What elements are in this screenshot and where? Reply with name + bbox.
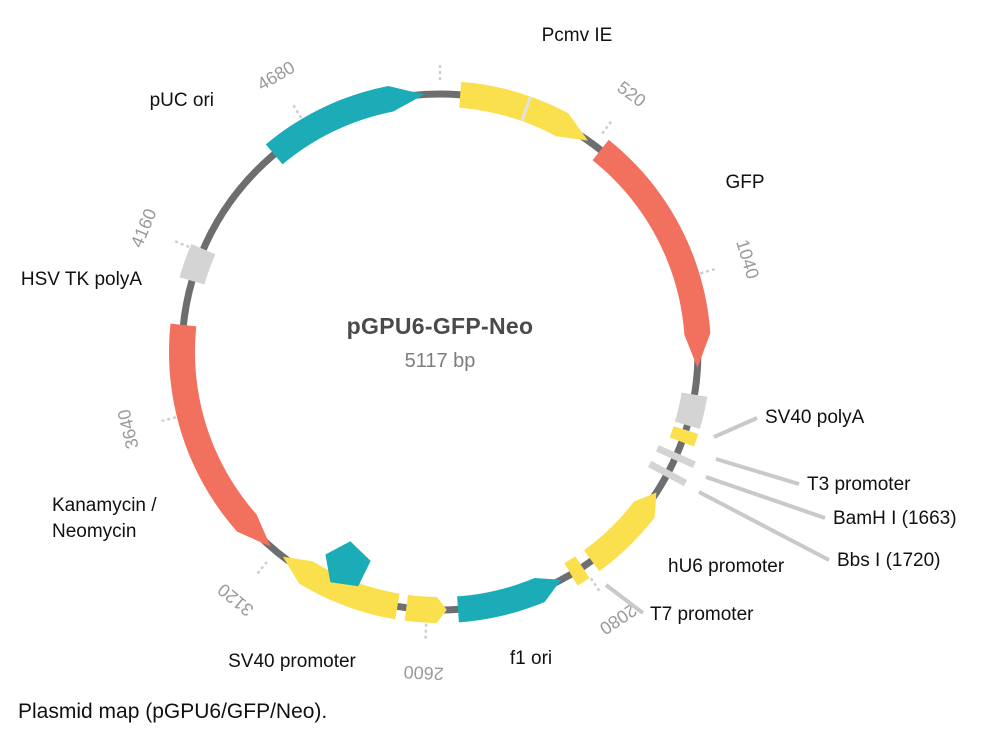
- tick-2600: 2600: [403, 623, 444, 684]
- tick-mark: [173, 239, 190, 249]
- leader-line: [604, 583, 645, 615]
- feature-label-bamh-i-1663: BamH I (1663): [833, 508, 957, 529]
- feature-label-f1-ori: f1 ori: [510, 648, 552, 669]
- feature-shape[interactable]: [179, 243, 216, 285]
- center-text-layer: pGPU6-GFP-Neo 5117 bp: [347, 313, 534, 372]
- tick-mark: [160, 416, 177, 423]
- tick-4160: 4160: [127, 206, 190, 251]
- feature-shape[interactable]: [169, 323, 271, 547]
- tick-mark: [255, 561, 268, 576]
- feature-label-hu6-promoter: hU6 promoter: [668, 556, 785, 577]
- feature-label-puc-ori: pUC ori: [150, 90, 214, 111]
- feature-bbs-i-1720[interactable]: [648, 460, 688, 487]
- feature-shape[interactable]: [459, 81, 588, 141]
- leader-line: [715, 457, 800, 486]
- tick-1040: 1040: [700, 237, 763, 281]
- feature-label-pcmv-ie: Pcmv IE: [542, 25, 613, 46]
- tick-label: 520: [614, 77, 650, 111]
- feature-sv40-promoter[interactable]: [282, 556, 400, 620]
- tick-label: 2600: [403, 662, 444, 684]
- feature-kanamycin-neomycin[interactable]: [169, 323, 271, 547]
- feature-shape[interactable]: [592, 139, 711, 368]
- feature-label-t7-promoter: T7 promoter: [650, 604, 754, 625]
- plasmid-name: pGPU6-GFP-Neo: [347, 313, 534, 339]
- tick-520: 520: [601, 77, 650, 135]
- feature-puc-ori[interactable]: [265, 85, 425, 165]
- feature-label-hsv-tk-polya: HSV TK polyA: [21, 269, 142, 290]
- leader-line: [698, 490, 830, 562]
- tick-label: 4680: [254, 57, 299, 95]
- feature-t7-promoter[interactable]: [564, 556, 590, 586]
- leader-line: [713, 416, 758, 439]
- feature-unnamed-feature[interactable]: [404, 594, 447, 623]
- feature-label-gfp: GFP: [725, 172, 764, 193]
- decoration-layer: [325, 541, 371, 587]
- tick-mark: [700, 267, 717, 275]
- tick-mark: [601, 120, 613, 135]
- tick-mark: [589, 577, 601, 593]
- feature-label-sv40-promoter: SV40 promoter: [228, 651, 356, 672]
- feature-shape[interactable]: [584, 492, 657, 572]
- feature-shape[interactable]: [265, 85, 425, 165]
- feature-gfp[interactable]: [592, 139, 711, 368]
- feature-shape[interactable]: [404, 594, 447, 623]
- restriction-site-mark[interactable]: [655, 445, 696, 468]
- feature-shape[interactable]: [669, 426, 699, 447]
- feature-shape[interactable]: [282, 556, 400, 620]
- feature-hsv-tk-polya[interactable]: [179, 243, 216, 285]
- feature-t3-promoter[interactable]: [669, 426, 699, 447]
- feature-hu6-promoter[interactable]: [584, 492, 657, 572]
- plasmid-size: 5117 bp: [405, 350, 476, 372]
- leader-line-layer: [604, 416, 830, 615]
- feature-label-bbs-i-1720: Bbs I (1720): [837, 550, 941, 571]
- tick-label: 4160: [127, 206, 161, 251]
- feature-label-kanamycin-neomycin: Kanamycin / Neomycin: [52, 495, 157, 542]
- tick-3120: 3120: [214, 561, 268, 620]
- tick-2080: 2080: [589, 577, 640, 639]
- feature-label-layer: Pcmv IE GFP SV40 polyA T3 promoter BamH I (1…: [21, 25, 957, 672]
- feature-sv40-polya[interactable]: [674, 392, 708, 429]
- figure-caption: Plasmid map (pGPU6/GFP/Neo).: [18, 700, 328, 723]
- feature-layer: [169, 81, 711, 623]
- tick-3640: 3640: [114, 407, 177, 451]
- feature-bamh-i-1663[interactable]: [655, 445, 696, 468]
- tick-label: 3120: [214, 579, 258, 620]
- feature-divider: [520, 96, 532, 122]
- feature-shape[interactable]: [457, 577, 562, 623]
- feature-pcmv-ie[interactable]: [459, 81, 588, 141]
- feature-label-sv40-polya: SV40 polyA: [765, 407, 865, 428]
- tick-label: 3640: [114, 407, 143, 451]
- tick-4680: 4680: [254, 57, 303, 119]
- leader-line: [705, 475, 826, 520]
- feature-shape[interactable]: [674, 392, 708, 429]
- tick-mark: [424, 623, 428, 640]
- plasmid-map-svg: 520 1040 2080 2600 3120 3640 4160 4680 Pcmv IE G…: [21, 25, 957, 684]
- teal-pentagon[interactable]: [325, 541, 371, 587]
- tick-label: 1040: [732, 237, 763, 281]
- restriction-site-mark[interactable]: [648, 460, 688, 487]
- feature-label-t3-promoter: T3 promoter: [807, 474, 911, 495]
- feature-shape[interactable]: [564, 556, 590, 586]
- feature-f1-ori[interactable]: [457, 577, 562, 623]
- tick-mark: [291, 103, 303, 119]
